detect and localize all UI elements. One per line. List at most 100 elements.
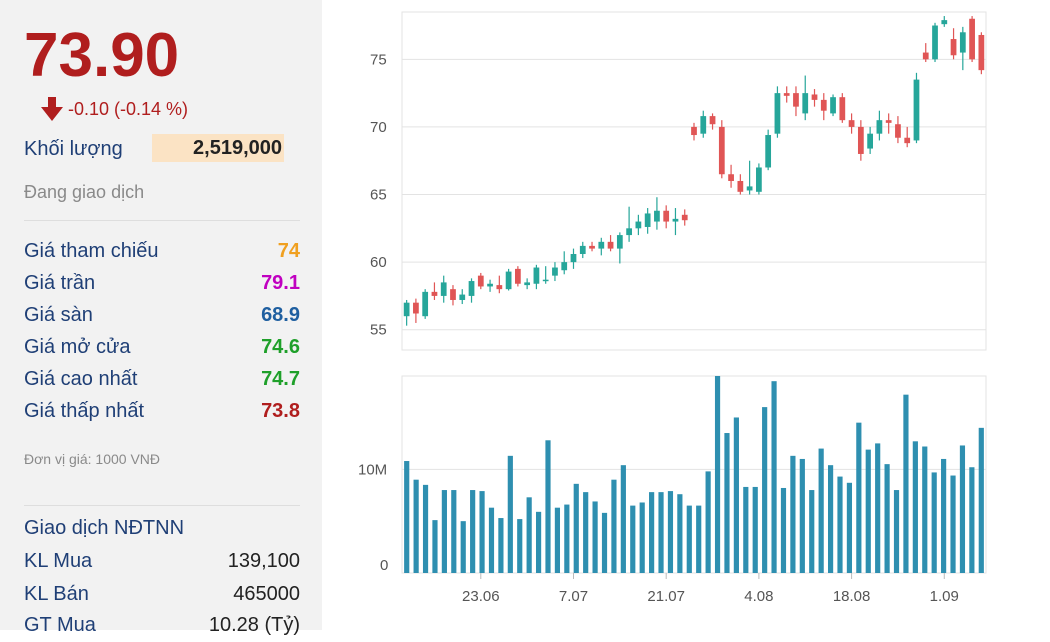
candle xyxy=(811,89,818,107)
candle xyxy=(644,208,651,234)
candle xyxy=(542,266,549,284)
volume-value: 2,519,000 xyxy=(152,134,284,162)
candle xyxy=(663,205,670,229)
candle xyxy=(932,22,938,63)
volume-bar xyxy=(535,511,542,573)
volume-bar xyxy=(771,381,777,573)
stat-row-open: Giá mở cửa 74.6 xyxy=(24,336,300,364)
volume-bar xyxy=(470,490,476,573)
candle-body xyxy=(552,267,558,276)
candle xyxy=(691,122,697,141)
candle xyxy=(635,214,642,236)
volume-bar xyxy=(912,441,918,573)
candle-body xyxy=(728,174,734,181)
candle xyxy=(570,248,577,269)
price-tick-label: 60 xyxy=(370,254,387,271)
x-tick-label: 4.08 xyxy=(744,588,773,605)
foreign-row-buy-volume: KL Mua 139,100 xyxy=(24,550,300,578)
candle xyxy=(496,275,503,294)
volume-bar xyxy=(752,486,758,573)
candle-body xyxy=(793,93,799,107)
foreign-trade-title: Giao dịch NĐTNN xyxy=(24,517,185,539)
candle xyxy=(941,16,948,27)
volume-bar xyxy=(950,475,956,573)
x-tick-label: 7.07 xyxy=(559,588,588,605)
candle-body xyxy=(598,241,605,249)
stat-label: Giá trần xyxy=(24,272,96,294)
candle xyxy=(524,278,531,290)
x-tick-label: 1.09 xyxy=(930,588,959,605)
candle xyxy=(607,235,614,252)
volume-bar xyxy=(677,494,683,573)
volume-bar xyxy=(846,482,853,573)
stat-value: 74 xyxy=(277,240,300,262)
volume-bar xyxy=(601,512,608,573)
volume-bar xyxy=(959,445,966,573)
candle-body xyxy=(413,302,419,314)
foreign-value: 10.28 (Tỷ) xyxy=(208,614,300,636)
candle-body xyxy=(681,214,688,221)
candle xyxy=(672,208,679,236)
candle xyxy=(885,113,892,134)
stat-row-floor: Giá sàn 68.9 xyxy=(24,304,300,332)
volume-bar xyxy=(658,492,664,573)
volume-bar xyxy=(451,490,457,573)
stat-row-ceiling: Giá trần 79.1 xyxy=(24,272,300,300)
volume-bar xyxy=(705,471,711,573)
candle-body xyxy=(867,133,874,149)
candle xyxy=(403,299,410,326)
volume-bar xyxy=(922,446,928,573)
volume-bar xyxy=(422,484,429,573)
candle-body xyxy=(570,254,577,263)
candle-body xyxy=(895,124,901,138)
candle-body xyxy=(542,279,549,282)
volume-bar xyxy=(639,502,645,573)
foreign-label: GT Mua xyxy=(24,614,96,636)
stat-value: 74.6 xyxy=(261,336,300,358)
volume-bar xyxy=(545,440,551,573)
foreign-row-sell-volume: KL Bán 465000 xyxy=(24,583,300,611)
volume-bar xyxy=(498,518,504,573)
candle-body xyxy=(579,245,586,255)
candle-body xyxy=(820,99,827,111)
candle-body xyxy=(431,291,438,296)
candle-body xyxy=(774,93,781,134)
candle xyxy=(830,94,836,117)
candle-body xyxy=(505,271,512,290)
candle xyxy=(922,43,929,63)
volume-bar xyxy=(649,492,655,573)
candle xyxy=(552,262,558,282)
stat-label: Giá cao nhất xyxy=(24,368,138,390)
volume-bar xyxy=(620,465,626,573)
candle xyxy=(765,129,772,171)
quote-panel: 73.90 -0.10 (-0.14 %) Khối lượng 2,519,0… xyxy=(0,0,322,636)
candle-body xyxy=(691,126,697,136)
candle-body xyxy=(607,241,614,249)
candle xyxy=(876,110,883,141)
stat-value: 74.7 xyxy=(261,368,300,390)
volume-bar xyxy=(517,519,523,573)
stat-row-high: Giá cao nhất 74.7 xyxy=(24,368,300,396)
price-candles xyxy=(403,16,985,326)
volume-bar xyxy=(790,455,796,573)
candle xyxy=(616,232,623,264)
candle xyxy=(422,289,429,319)
volume-bar xyxy=(696,505,702,573)
candle xyxy=(839,93,846,123)
candle-body xyxy=(422,291,429,317)
x-tick-label: 18.08 xyxy=(833,588,871,605)
candle-body xyxy=(626,228,632,236)
candle-body xyxy=(783,93,790,96)
volume-bar xyxy=(686,505,692,573)
volume-bar xyxy=(818,448,824,573)
candle-body xyxy=(802,93,809,114)
volume-bar xyxy=(969,467,975,573)
volume-bar xyxy=(893,490,900,573)
candle xyxy=(477,272,484,290)
volume-bar xyxy=(743,486,749,573)
volume-bar xyxy=(762,407,768,573)
volume-tick-label: 10M xyxy=(358,461,387,478)
candle xyxy=(431,282,438,300)
candle xyxy=(459,289,466,305)
candle xyxy=(820,93,827,121)
